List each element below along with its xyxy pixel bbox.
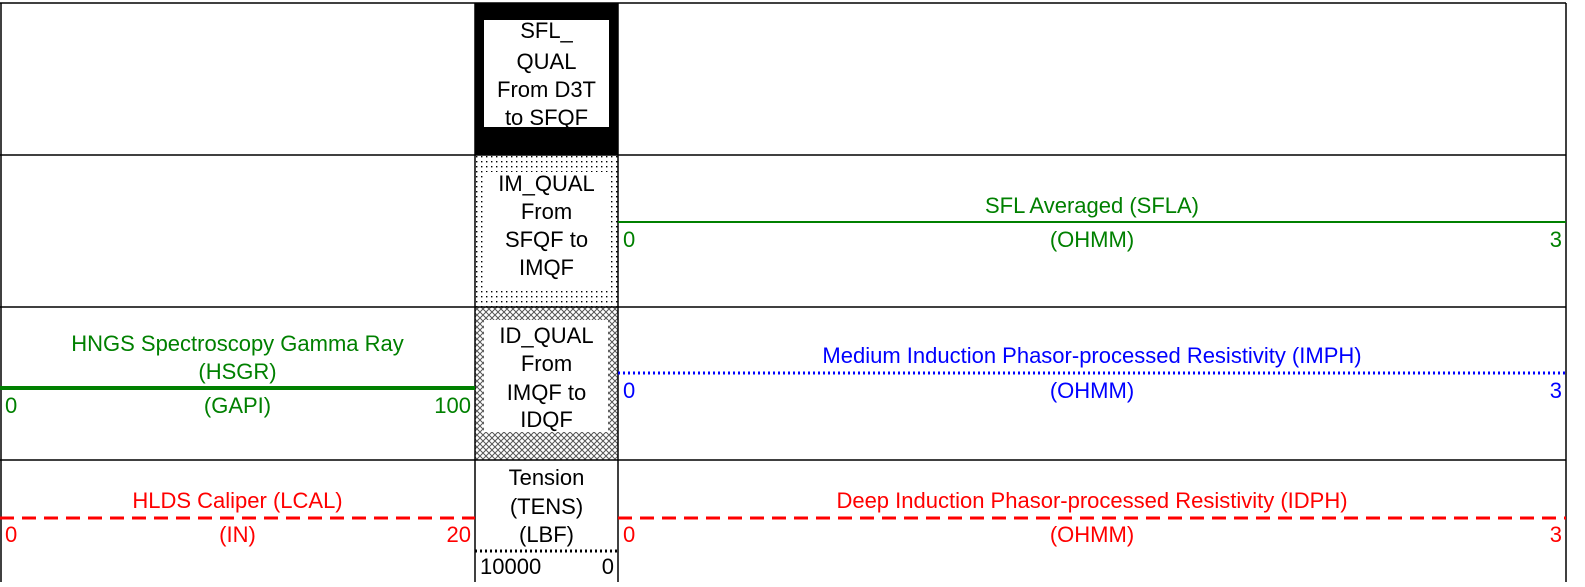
flag-label: From D3T — [497, 77, 596, 102]
flag-label: From — [521, 351, 572, 376]
scale-left: 0 — [5, 522, 17, 547]
curve-title: SFL Averaged (SFLA) — [985, 193, 1199, 218]
scale-right: 20 — [447, 522, 471, 547]
curve-title: (LBF) — [519, 522, 574, 547]
scale-right: 3 — [1550, 378, 1562, 403]
curve-unit: (IN) — [219, 522, 256, 547]
curve-title: (TENS) — [510, 494, 583, 519]
flag-label: SFQF to — [505, 227, 588, 252]
curve-unit: (OHMM) — [1050, 378, 1134, 403]
scale-right: 0 — [602, 554, 614, 579]
flag-box — [484, 20, 609, 127]
curve-title: (HSGR) — [198, 359, 276, 384]
flag-box — [484, 320, 608, 432]
curve-title: Deep Induction Phasor-processed Resistiv… — [836, 488, 1347, 513]
curve-title: HNGS Spectroscopy Gamma Ray — [71, 331, 404, 356]
scale-right: 3 — [1550, 522, 1562, 547]
borders — [0, 2, 1567, 582]
scale-left: 0 — [623, 522, 635, 547]
flag-label: IDQF — [520, 407, 573, 432]
curve-unit: (GAPI) — [204, 393, 271, 418]
quality-flag: IM_QUAL From SFQF to IMQF — [498, 171, 595, 280]
curve-unit: (OHMM) — [1050, 522, 1134, 547]
curve-title: Medium Induction Phasor-processed Resist… — [822, 343, 1361, 368]
flag-label: to SFQF — [505, 105, 588, 130]
curve-unit: (OHMM) — [1050, 227, 1134, 252]
flag-label: SFL_ — [520, 18, 573, 43]
quality-flag: SFL_ QUAL From D3T to SFQF — [497, 18, 596, 130]
flag-label: IMQF to — [507, 380, 586, 405]
curve-title: HLDS Caliper (LCAL) — [132, 488, 342, 513]
flag-label: QUAL — [517, 49, 577, 74]
flag-label: IM_QUAL — [498, 171, 595, 196]
flag-label: IMQF — [519, 255, 574, 280]
flag-label: From — [521, 199, 572, 224]
scale-left: 0 — [5, 393, 17, 418]
flag-label: ID_QUAL — [499, 323, 593, 348]
scale-right: 3 — [1550, 227, 1562, 252]
scale-right: 100 — [434, 393, 471, 418]
scale-left: 10000 — [480, 554, 541, 579]
scale-left: 0 — [623, 227, 635, 252]
flag-box — [484, 172, 608, 290]
curve-title: Tension — [509, 465, 585, 490]
scale-left: 0 — [623, 378, 635, 403]
